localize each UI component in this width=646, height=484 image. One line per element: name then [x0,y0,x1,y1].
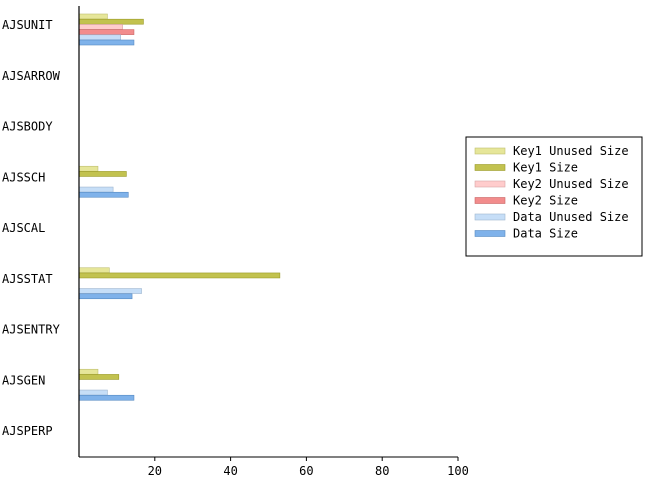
legend-swatch-key1-unused-size [474,147,506,155]
legend-label-data-size: Data Size [513,227,578,241]
bar-ajsstat-key1-unused-size [78,267,110,274]
legend-label-key2-size: Key2 Size [513,194,578,208]
bar-ajssch-data-unused-size [78,186,114,193]
bar-ajsgen-data-size [78,394,135,401]
category-label-ajsunit: AJSUNIT [2,18,53,32]
legend-label-key1-size: Key1 Size [513,161,578,175]
bar-ajsunit-key2-size [78,29,135,35]
bar-ajsstat-key1-size [78,272,281,279]
bar-ajssch-data-size [78,191,129,198]
bar-ajsunit-key2-unused-size [78,24,123,30]
x-tick-label-40: 40 [223,464,237,478]
category-labels: AJSUNIT AJSARROW AJSBODY AJSSCH AJSCAL AJSSTA… [2,18,61,438]
bar-ajsunit-key1-size [78,18,144,25]
legend-swatch-key2-size [474,197,506,204]
category-label-ajssch: AJSSCH [2,170,45,184]
bar-ajsstat-data-size [78,293,133,300]
x-tick-label-20: 20 [148,464,162,478]
category-label-ajsperp: AJSPERP [2,424,53,438]
bar-ajsstat-data-unused-size [78,288,142,294]
category-label-ajsbody: AJSBODY [2,120,53,134]
category-label-ajscal: AJSCAL [2,221,45,235]
axes [78,6,458,458]
x-tick-label-60: 60 [299,464,313,478]
legend: Key1 Unused Size Key1 Size Key2 Unused Siz… [465,136,643,257]
bar-ajsgen-key1-unused-size [78,368,99,375]
legend-swatch-key1-size [474,164,506,171]
bar-ajsgen-key1-size [78,374,120,380]
bar-ajsgen-data-unused-size [78,389,108,396]
x-tick-label-80: 80 [375,464,389,478]
category-label-ajsgen: AJSGEN [2,373,45,387]
legend-swatch-data-unused-size [474,213,506,221]
bars [78,13,281,401]
bar-ajsunit-data-unused-size [78,34,121,41]
x-tick-label-100: 100 [447,464,469,478]
bar-ajsunit-data-size [78,39,135,46]
legend-label-data-unused-size: Data Unused Size [513,210,629,224]
bar-ajsunit-key1-unused-size [78,13,108,20]
x-ticks: 20 40 60 80 100 [148,457,469,478]
category-label-ajsstat: AJSSTAT [2,272,53,286]
bar-ajssch-key1-size [78,171,127,177]
category-label-ajsentry: AJSENTRY [2,323,61,337]
bar-ajssch-key1-unused-size [78,165,99,172]
legend-swatch-data-size [474,230,506,237]
legend-label-key2-unused-size: Key2 Unused Size [513,177,629,191]
category-label-ajsarrow: AJSARROW [2,69,61,83]
legend-label-key1-unused-size: Key1 Unused Size [513,144,629,158]
legend-swatch-key2-unused-size [474,180,506,188]
